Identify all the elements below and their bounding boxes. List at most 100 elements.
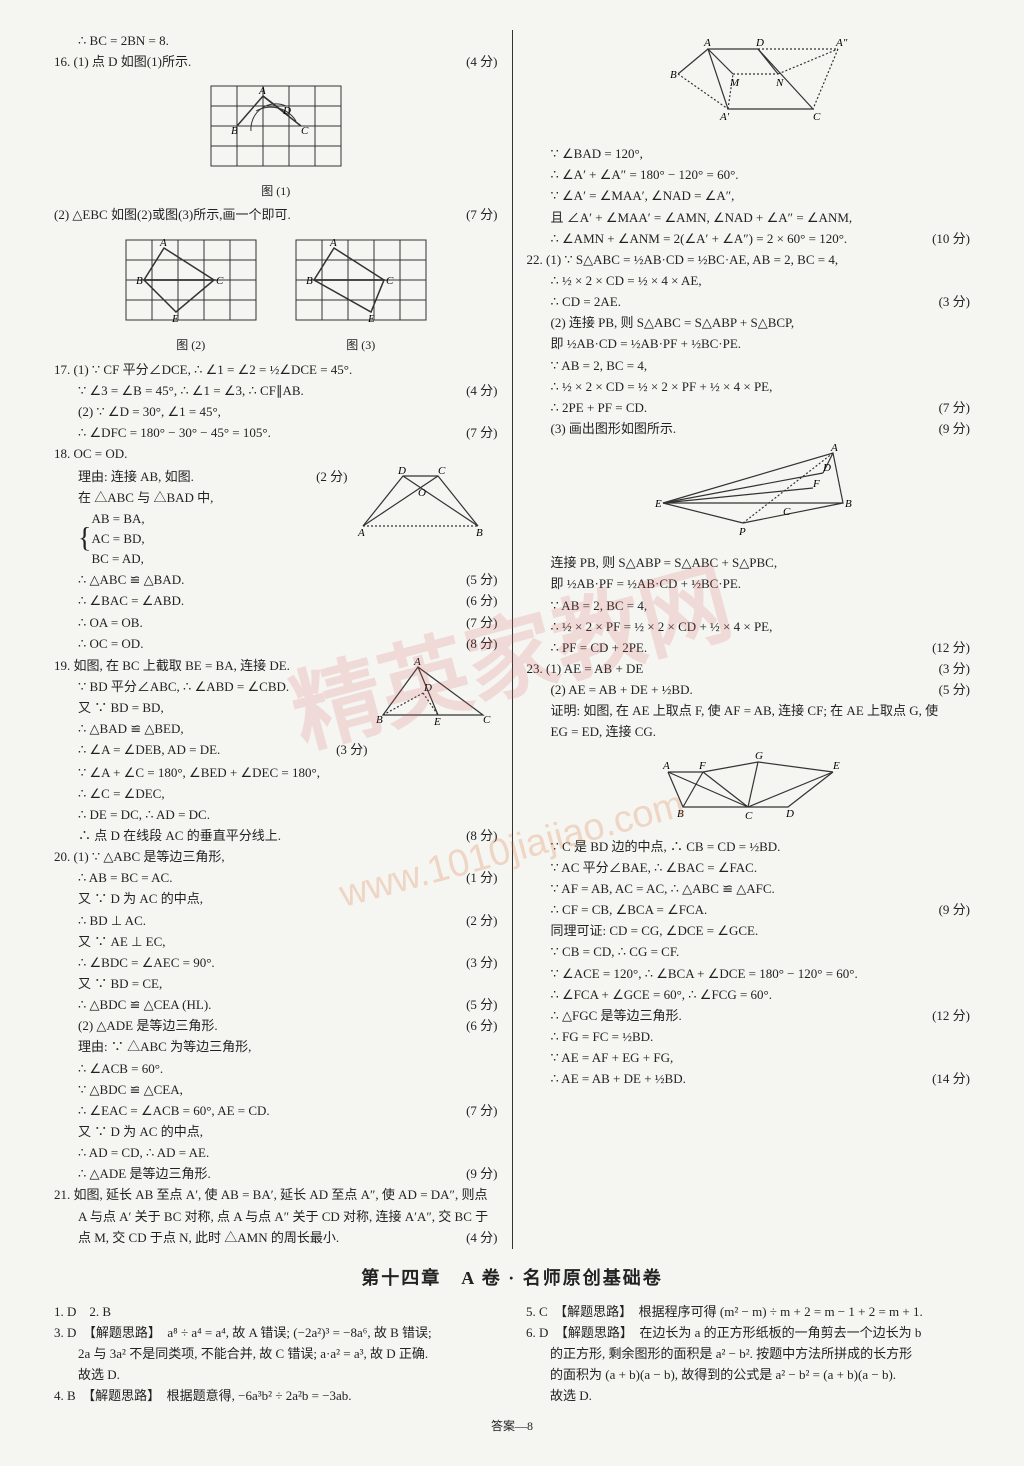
text-line: 的正方形, 剩余图形的面积是 a² − b². 按题中方法所拼成的长方形 <box>550 1344 970 1364</box>
text-line: ∵ CB = CD, ∴ CG = CF. <box>551 942 971 962</box>
figure-3-label: 图 (3) <box>286 336 436 355</box>
score-mark: (6 分) <box>458 591 497 611</box>
score-mark: (5 分) <box>931 680 970 700</box>
text-line: ∴ ∠DFC = 180° − 30° − 45° = 105°. <box>78 423 458 443</box>
score-mark: (2 分) <box>308 467 347 487</box>
score-mark: (3 分) <box>328 740 367 760</box>
text-line: ∴ AE = AB + DE + ½BD. <box>551 1069 925 1089</box>
score-mark: (5 分) <box>458 995 497 1015</box>
text-line: ∴ △FGC 是等边三角形. <box>551 1006 925 1026</box>
figure-3: A B C E 图 (3) <box>286 230 436 355</box>
text-line: ∴ OA = OB. <box>78 613 458 633</box>
svg-text:G: G <box>755 750 763 762</box>
svg-text:E: E <box>171 313 179 325</box>
text-line: 6. D 【解题思路】 在边长为 a 的正方形纸板的一角剪去一个边长为 b <box>526 1323 970 1343</box>
text-line: 理由: ∵ △ABC 为等边三角形, <box>78 1037 498 1057</box>
bottom-right-column: 5. C 【解题思路】 根据程序可得 (m² − m) ÷ m + 2 = m … <box>512 1301 984 1408</box>
text-line: ∴ AD = CD, ∴ AD = AE. <box>78 1143 498 1163</box>
svg-text:F: F <box>812 478 820 490</box>
svg-text:C: C <box>216 275 224 287</box>
svg-text:B: B <box>376 714 383 726</box>
text-line: BC = AD, <box>91 549 144 569</box>
text-line: (3) 画出图形如图所示. <box>551 419 931 439</box>
svg-text:A: A <box>329 237 337 249</box>
text-line: 2a 与 3a² 不是同类项, 不能合并, 故 C 错误; a·a² = a³,… <box>78 1344 498 1364</box>
text-line: ∴ ½ × 2 × CD = ½ × 4 × AE, <box>551 271 971 291</box>
text-line: 在 △ABC 与 △BAD 中, <box>78 488 348 508</box>
score-mark: (7 分) <box>931 398 970 418</box>
score-mark: (9 分) <box>458 1164 497 1184</box>
svg-text:E: E <box>433 716 441 728</box>
score-mark: (4 分) <box>458 1228 497 1248</box>
text-line: ∴ 2PE + PF = CD. <box>551 398 931 418</box>
score-mark: (10 分) <box>924 229 970 249</box>
svg-text:A: A <box>662 760 670 772</box>
svg-text:A: A <box>159 237 167 249</box>
svg-text:A: A <box>357 527 365 539</box>
text-line: 证明: 如图, 在 AE 上取点 F, 使 AF = AB, 连接 CF; 在 … <box>551 701 971 721</box>
figure-2-label: 图 (2) <box>116 336 266 355</box>
text-line: 1. D 2. B <box>54 1302 498 1322</box>
svg-text:A″: A″ <box>835 37 848 49</box>
svg-text:O: O <box>418 487 426 499</box>
svg-text:B: B <box>476 527 483 539</box>
text-line: 又 ∵ BD = CE, <box>78 974 498 994</box>
left-column: ∴ BC = 2BN = 8. 16. (1) 点 D 如图(1)所示.(4 分… <box>40 30 513 1249</box>
svg-text:E: E <box>367 313 375 325</box>
svg-text:A: A <box>830 443 838 454</box>
text-line: ∴ ∠EAC = ∠ACB = 60°, AE = CD. <box>78 1101 458 1121</box>
score-mark: (12 分) <box>924 638 970 658</box>
score-mark: (14 分) <box>924 1069 970 1089</box>
text-line: 又 ∵ D 为 AC 的中点, <box>78 1122 498 1142</box>
text-line: ∵ AB = 2, BC = 4, <box>551 596 971 616</box>
text-line: ∴ ∠A = ∠DEB, AD = DE. <box>78 740 328 760</box>
text-line: 又 ∵ AE ⊥ EC, <box>78 932 498 952</box>
text-line: 即 ½AB·PF = ½AB·CD + ½BC·PE. <box>551 574 971 594</box>
svg-text:B: B <box>306 275 313 287</box>
score-mark: (5 分) <box>458 570 497 590</box>
text-line: ∴ 点 D 在线段 AC 的垂直平分线上. <box>78 826 458 846</box>
text-line: 又 ∵ D 为 AC 的中点, <box>78 889 498 909</box>
svg-text:A′: A′ <box>719 111 730 123</box>
text-line: ∴ △ABC ≌ △BAD. <box>78 570 458 590</box>
text-line: (2) ∵ ∠D = 30°, ∠1 = 45°, <box>78 402 498 422</box>
svg-text:A: A <box>258 85 266 97</box>
text-line: ∴ ∠A′ + ∠A″ = 180° − 120° = 60°. <box>551 165 971 185</box>
text-line: ∵ ∠A′ = ∠MAA′, ∠NAD = ∠A″, <box>551 186 971 206</box>
svg-text:A: A <box>413 656 421 668</box>
score-mark: (4 分) <box>458 381 497 401</box>
svg-text:C: C <box>783 506 791 518</box>
svg-text:B: B <box>231 125 238 137</box>
score-mark: (3 分) <box>458 953 497 973</box>
score-mark: (9 分) <box>931 900 970 920</box>
figure-21: A D A″ B M N A′ C <box>527 34 971 140</box>
text-line: 连接 PB, 则 S△ABP = S△ABC + S△PBC, <box>551 553 971 573</box>
text-line: 的面积为 (a + b)(a − b), 故得到的公式是 a² − b² = (… <box>550 1365 970 1385</box>
text-line: 同理可证: CD = CG, ∠DCE = ∠GCE. <box>551 921 971 941</box>
text-line: 故选 D. <box>78 1365 498 1385</box>
text-line: ∴ △BDC ≌ △CEA (HL). <box>78 995 458 1015</box>
svg-text:D: D <box>755 37 764 49</box>
figure-1-label: 图 (1) <box>54 182 498 201</box>
section-title: 第十四章 A 卷 · 名师原创基础卷 <box>40 1265 984 1293</box>
text-line: ∴ ½ × 2 × CD = ½ × 2 × PF + ½ × 4 × PE, <box>551 377 971 397</box>
text-line: A 与点 A′ 关于 BC 对称, 点 A 与点 A″ 关于 CD 对称, 连接… <box>78 1207 498 1227</box>
svg-text:F: F <box>698 760 706 772</box>
text-line: ∵ △BDC ≌ △CEA, <box>78 1080 498 1100</box>
text-line: ∴ △BAD ≌ △BED, <box>78 719 368 739</box>
text-line: ∵ AF = AB, AC = AC, ∴ △ABC ≌ △AFC. <box>551 879 971 899</box>
text-line: ∴ ∠BDC = ∠AEC = 90°. <box>78 953 458 973</box>
text-line: ∵ C 是 BD 边的中点, ∴ CB = CD = ½BD. <box>551 837 971 857</box>
text-line: 5. C 【解题思路】 根据程序可得 (m² − m) ÷ m + 2 = m … <box>526 1302 970 1322</box>
text-line: 且 ∠A′ + ∠MAA′ = ∠AMN, ∠NAD + ∠A″ = ∠ANM, <box>551 208 971 228</box>
text-line: 4. B 【解题思路】 根据题意得, −6a³b² ÷ 2a²b = −3ab. <box>54 1386 498 1406</box>
score-mark: (7 分) <box>458 1101 497 1121</box>
figure-1: A B C D 图 (1) <box>54 76 498 201</box>
score-mark: (7 分) <box>458 423 497 443</box>
score-mark: (6 分) <box>458 1016 497 1036</box>
svg-text:C: C <box>386 275 394 287</box>
score-mark: (4 分) <box>458 52 497 72</box>
svg-text:D: D <box>397 466 406 477</box>
text-line: ∴ CD = 2AE. <box>551 292 931 312</box>
text-line: ∴ DE = DC, ∴ AD = DC. <box>78 805 498 825</box>
